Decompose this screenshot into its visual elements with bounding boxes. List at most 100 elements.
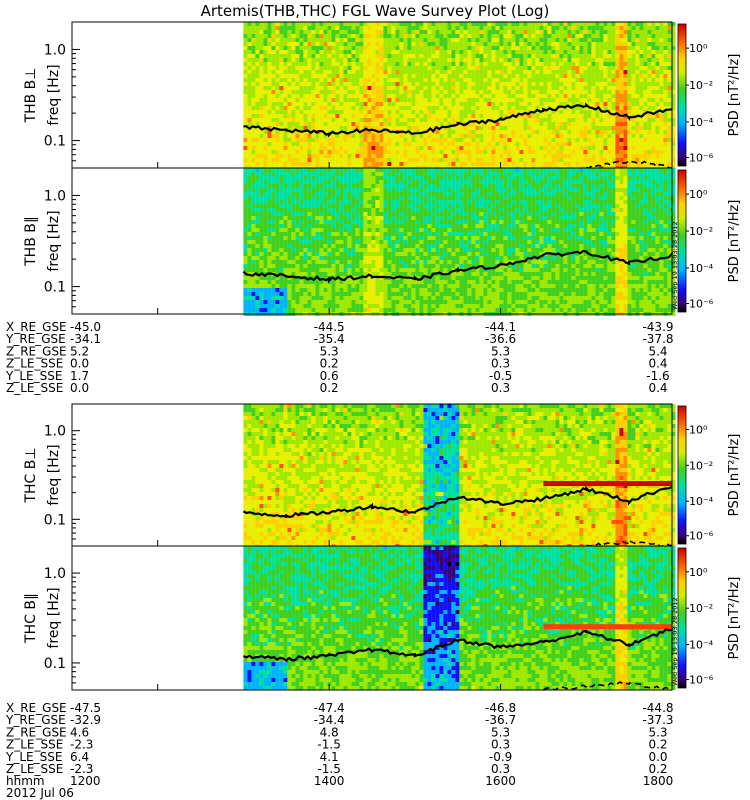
spectral-band <box>543 624 672 630</box>
ephemeris-value: -36.6 <box>485 332 516 346</box>
ephemeris-label: Z_RE_GSE <box>6 725 67 739</box>
ephemeris-value: -37.8 <box>642 332 673 346</box>
panel-ylabel: THC B∥ <box>23 593 39 644</box>
ephemeris-value: 4.1 <box>320 750 339 764</box>
ephemeris-value: 0.3 <box>491 357 510 371</box>
colorbar-gradient <box>677 23 687 167</box>
y-tick-label: 0.1 <box>44 280 66 296</box>
colorbar-tick-label: 10⁰ <box>689 423 708 436</box>
ephemeris-value: 0.3 <box>491 381 510 395</box>
ephemeris-label: Z_LE_SSE <box>6 357 63 371</box>
series-line-0 <box>242 485 673 519</box>
panel-ylabel: THB B⊥ <box>23 68 39 124</box>
colorbar-tick-label: 10⁻⁶ <box>689 674 714 687</box>
ephemeris-value: 1.7 <box>70 369 89 383</box>
colorbar-label: PSD [nT²/Hz] <box>727 577 742 660</box>
ephemeris-label: Y_RE_GSE <box>5 713 66 727</box>
ephemeris-value: 1800 <box>643 774 674 788</box>
ephemeris-value: -1.5 <box>317 738 340 752</box>
spectrogram-0 <box>243 22 676 170</box>
series-line-0 <box>243 102 673 138</box>
ephemeris-value: 0.6 <box>320 369 339 383</box>
freq-axis-label: freq [Hz] <box>46 210 62 271</box>
spectral-band <box>543 481 672 487</box>
colorbar-thc-par: 10⁰ 10⁻² 10⁻⁴ 10⁻⁶ PSD [nT²/Hz] Wed Sep 19 13… <box>671 547 742 689</box>
series-line-1 <box>586 159 673 169</box>
colorbar-thb-par: 10⁰ 10⁻² 10⁻⁴ 10⁻⁶ PSD [nT²/Hz] Wed Sep 19 13… <box>671 169 742 313</box>
ephemeris-label: X_RE_GSE <box>6 320 67 334</box>
y-tick-label: 1.0 <box>44 188 66 204</box>
freq-axis-label: freq [Hz] <box>46 587 62 648</box>
ephemeris-label: hhmm <box>6 774 45 788</box>
ephemeris-value: 0.0 <box>70 357 89 371</box>
colorbar-gradient <box>677 547 687 689</box>
ephemeris-thb: X_RE_GSE -45.0 -44.5 -44.1 -43.9 Y_RE_GSE -34.… <box>5 320 674 395</box>
panel-thb-bpar: 1.0 0.1 THB B∥ freq [Hz] <box>23 167 676 316</box>
colorbar-tick-label: 10⁰ <box>689 188 708 201</box>
date-label: 2012 Jul 06 <box>6 786 74 800</box>
colorbar-tick-label: 10⁻⁴ <box>689 495 714 508</box>
ephemeris-value: -36.7 <box>485 713 516 727</box>
colorbar-tick-label: 10⁻⁴ <box>689 116 714 129</box>
panel-thb-bperp: 1.0 0.1 THB B⊥ freq [Hz] <box>23 21 676 170</box>
ephemeris-value: 4.6 <box>70 725 89 739</box>
colorbar-tick-label: 10⁻² <box>689 602 713 615</box>
series-line-0 <box>242 249 673 284</box>
ephemeris-value: 0.4 <box>648 381 667 395</box>
ephemeris-value: -1.5 <box>317 762 340 776</box>
colorbar-tick-label: 10⁻⁴ <box>689 262 714 275</box>
ephemeris-value: 1600 <box>485 774 516 788</box>
ephemeris-value: 0.3 <box>491 738 510 752</box>
ephemeris-value: -32.9 <box>70 713 101 727</box>
colorbar-tick-label: 10⁻⁶ <box>689 297 714 310</box>
colorbar-tick-label: 10⁰ <box>689 566 708 579</box>
ephemeris-value: 5.3 <box>491 344 510 358</box>
ephemeris-label: Y_RE_GSE <box>5 332 66 346</box>
ephemeris-value: -47.5 <box>70 701 101 715</box>
ephemeris-label: X_RE_GSE <box>6 701 67 715</box>
colorbar-tick-label: 10⁻⁴ <box>689 639 714 652</box>
ephemeris-value: -2.3 <box>70 738 93 752</box>
ephemeris-value: -1.6 <box>646 369 669 383</box>
ephemeris-value: 5.4 <box>648 344 667 358</box>
ephemeris-value: -2.3 <box>70 762 93 776</box>
colorbar-tick-label: 10⁻² <box>689 225 713 238</box>
ephemeris-value: 0.0 <box>648 750 667 764</box>
ephemeris-value: 1400 <box>314 774 345 788</box>
panel-frame <box>71 545 673 691</box>
ephemeris-value: 0.4 <box>648 357 667 371</box>
ephemeris-value: 5.3 <box>648 725 667 739</box>
panel-ylabel: THC B⊥ <box>23 447 39 503</box>
ephemeris-label: Y_LE_SSE <box>5 750 62 764</box>
colorbar-label: PSD [nT²/Hz] <box>727 434 742 517</box>
ephemeris-value: -0.5 <box>489 369 512 383</box>
ephemeris-value: -0.9 <box>489 750 512 764</box>
spectrogram-2 <box>243 404 676 548</box>
spectrogram-3 <box>243 546 676 690</box>
ephemeris-value: 5.3 <box>491 725 510 739</box>
ephemeris-value: -37.3 <box>642 713 673 727</box>
ephemeris-label: Z_RE_GSE <box>6 344 67 358</box>
ephemeris-value: -34.1 <box>70 332 101 346</box>
colorbar-tick-label: 10⁻² <box>689 459 713 472</box>
ephemeris-value: 0.3 <box>491 762 510 776</box>
ephemeris-label: Z_LE_SSE <box>6 762 63 776</box>
colorbar-gradient <box>677 405 687 545</box>
ephemeris-value: -46.8 <box>485 701 516 715</box>
y-tick-label: 1.0 <box>44 566 66 582</box>
spectrogram-1 <box>243 168 676 316</box>
y-tick-label: 0.1 <box>44 512 66 528</box>
ephemeris-value: 5.3 <box>320 344 339 358</box>
colorbar-label: PSD [nT²/Hz] <box>727 200 742 283</box>
timestamp-stamp: Wed Sep 19 13:03:28 2012 <box>671 597 679 686</box>
y-tick-label: 0.1 <box>44 656 66 672</box>
ephemeris-value: -43.9 <box>642 320 673 334</box>
ephemeris-value: -47.4 <box>314 701 345 715</box>
y-tick-label: 1.0 <box>44 424 66 440</box>
ephemeris-value: 0.2 <box>320 357 339 371</box>
ephemeris-value: -44.5 <box>314 320 345 334</box>
y-tick-label: 1.0 <box>44 42 66 58</box>
ephemeris-value: 0.2 <box>320 381 339 395</box>
ephemeris-value: 0.2 <box>648 762 667 776</box>
ephemeris-value: 5.2 <box>70 344 89 358</box>
